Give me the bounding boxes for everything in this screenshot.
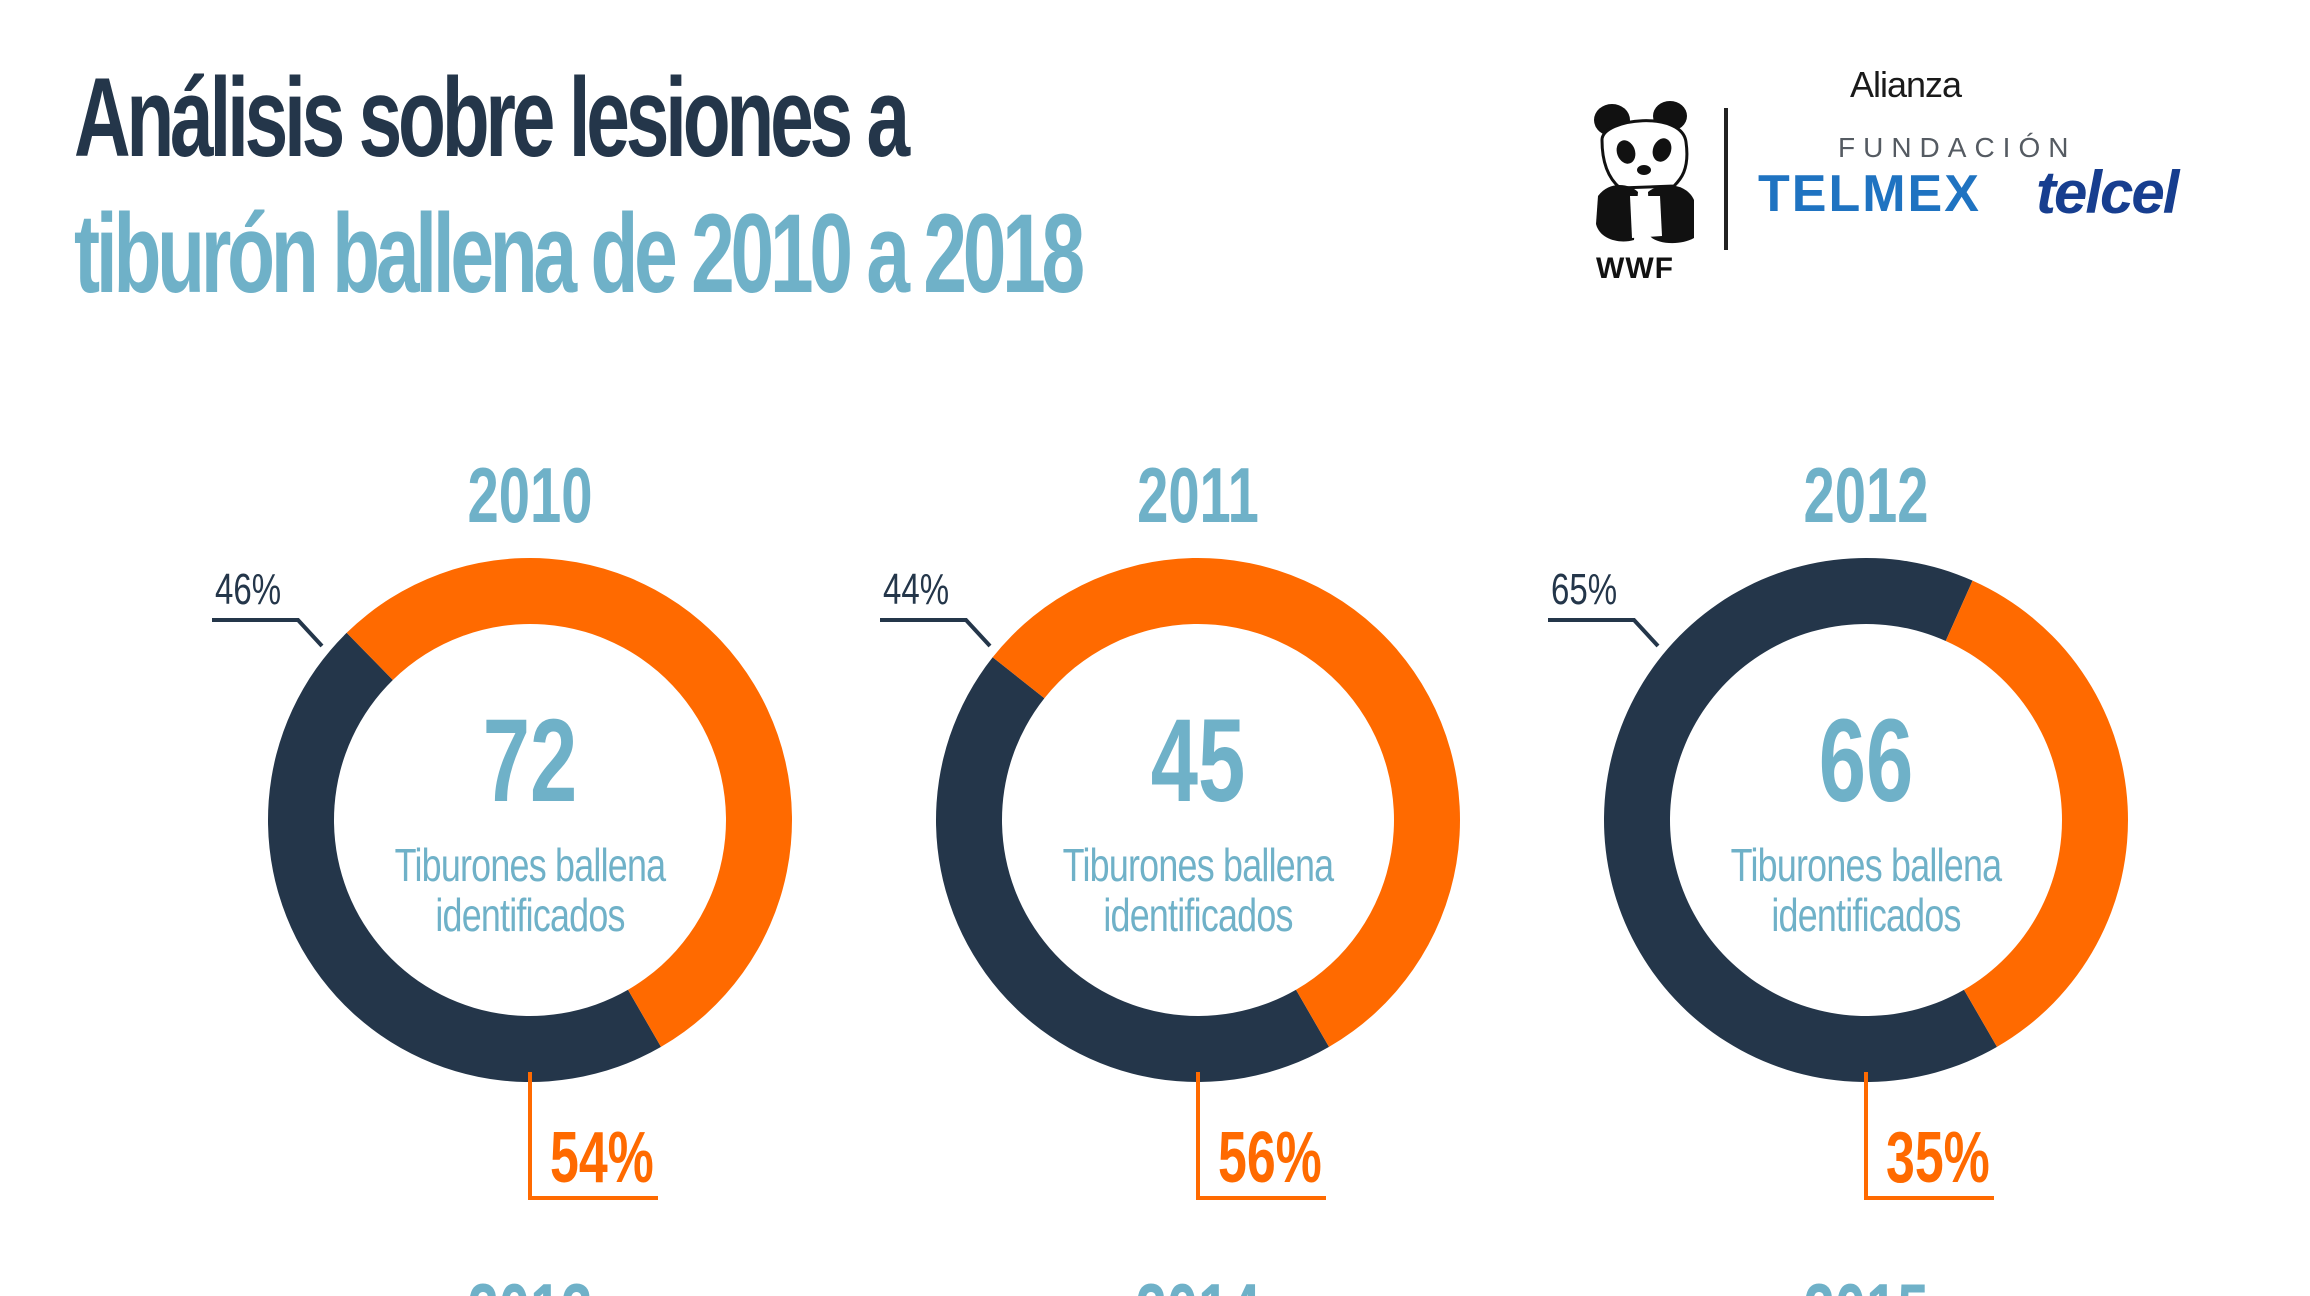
wwf-logo-text: WWF bbox=[1596, 252, 1674, 285]
logo-divider bbox=[1724, 108, 1728, 250]
year-label-next-1: 2013 bbox=[422, 1272, 638, 1296]
page-title-line-1: Análisis sobre lesiones a bbox=[74, 55, 910, 180]
fundacion-label: FUNDACIÓN bbox=[1838, 132, 2077, 163]
dark-slice-label-2012: 65% bbox=[1551, 565, 1618, 614]
orange-slice-label-2012: 35% bbox=[1886, 1118, 1990, 1198]
wwf-panda-logo-icon bbox=[1594, 101, 1694, 244]
orange-slice-label-2011: 56% bbox=[1218, 1118, 1322, 1198]
center-count-2012: 66 bbox=[1818, 695, 1914, 827]
orange-slice-2012 bbox=[1945, 580, 2128, 1047]
alianza-label: Alianza bbox=[1850, 64, 1962, 105]
center-label-2011: Tiburones ballena identificados bbox=[1062, 839, 1334, 941]
center-label-2010: Tiburones ballena identificados bbox=[394, 839, 666, 941]
center-label-2012: Tiburones ballena identificados bbox=[1730, 839, 2002, 941]
dark-slice-2011 bbox=[935, 657, 1329, 1083]
center-count-2010: 72 bbox=[482, 695, 578, 827]
dark-slice-2010 bbox=[268, 632, 661, 1082]
year-label-2011: 2011 bbox=[1137, 451, 1259, 539]
year-label-next-3: 2015 bbox=[1758, 1272, 1974, 1296]
orange-slice-2011 bbox=[992, 558, 1460, 1047]
year-label-next-2: 2014 bbox=[1090, 1272, 1306, 1296]
dark-slice-2012 bbox=[1604, 558, 1997, 1082]
center-count-2011: 45 bbox=[1150, 695, 1246, 827]
dark-slice-label-2010: 46% bbox=[215, 565, 282, 614]
page-title-line-2: tiburón ballena de 2010 a 2018 bbox=[74, 191, 1085, 316]
year-label-2012: 2012 bbox=[1803, 451, 1929, 539]
telcel-logo-text: telcel bbox=[2036, 159, 2179, 226]
orange-slice-2010 bbox=[346, 558, 793, 1047]
donut-chart-2011 bbox=[935, 558, 1460, 1083]
partner-logos: WWF Alianza FUNDACIÓN TELMEX telcel bbox=[1580, 40, 2300, 285]
donut-chart-2012 bbox=[1604, 558, 2128, 1082]
year-label-2010: 2010 bbox=[467, 451, 593, 539]
orange-slice-label-2010: 54% bbox=[550, 1118, 654, 1198]
donut-chart-2010 bbox=[268, 558, 793, 1082]
dark-slice-label-2011: 44% bbox=[883, 565, 950, 614]
telmex-logo-text: TELMEX bbox=[1758, 165, 1981, 223]
